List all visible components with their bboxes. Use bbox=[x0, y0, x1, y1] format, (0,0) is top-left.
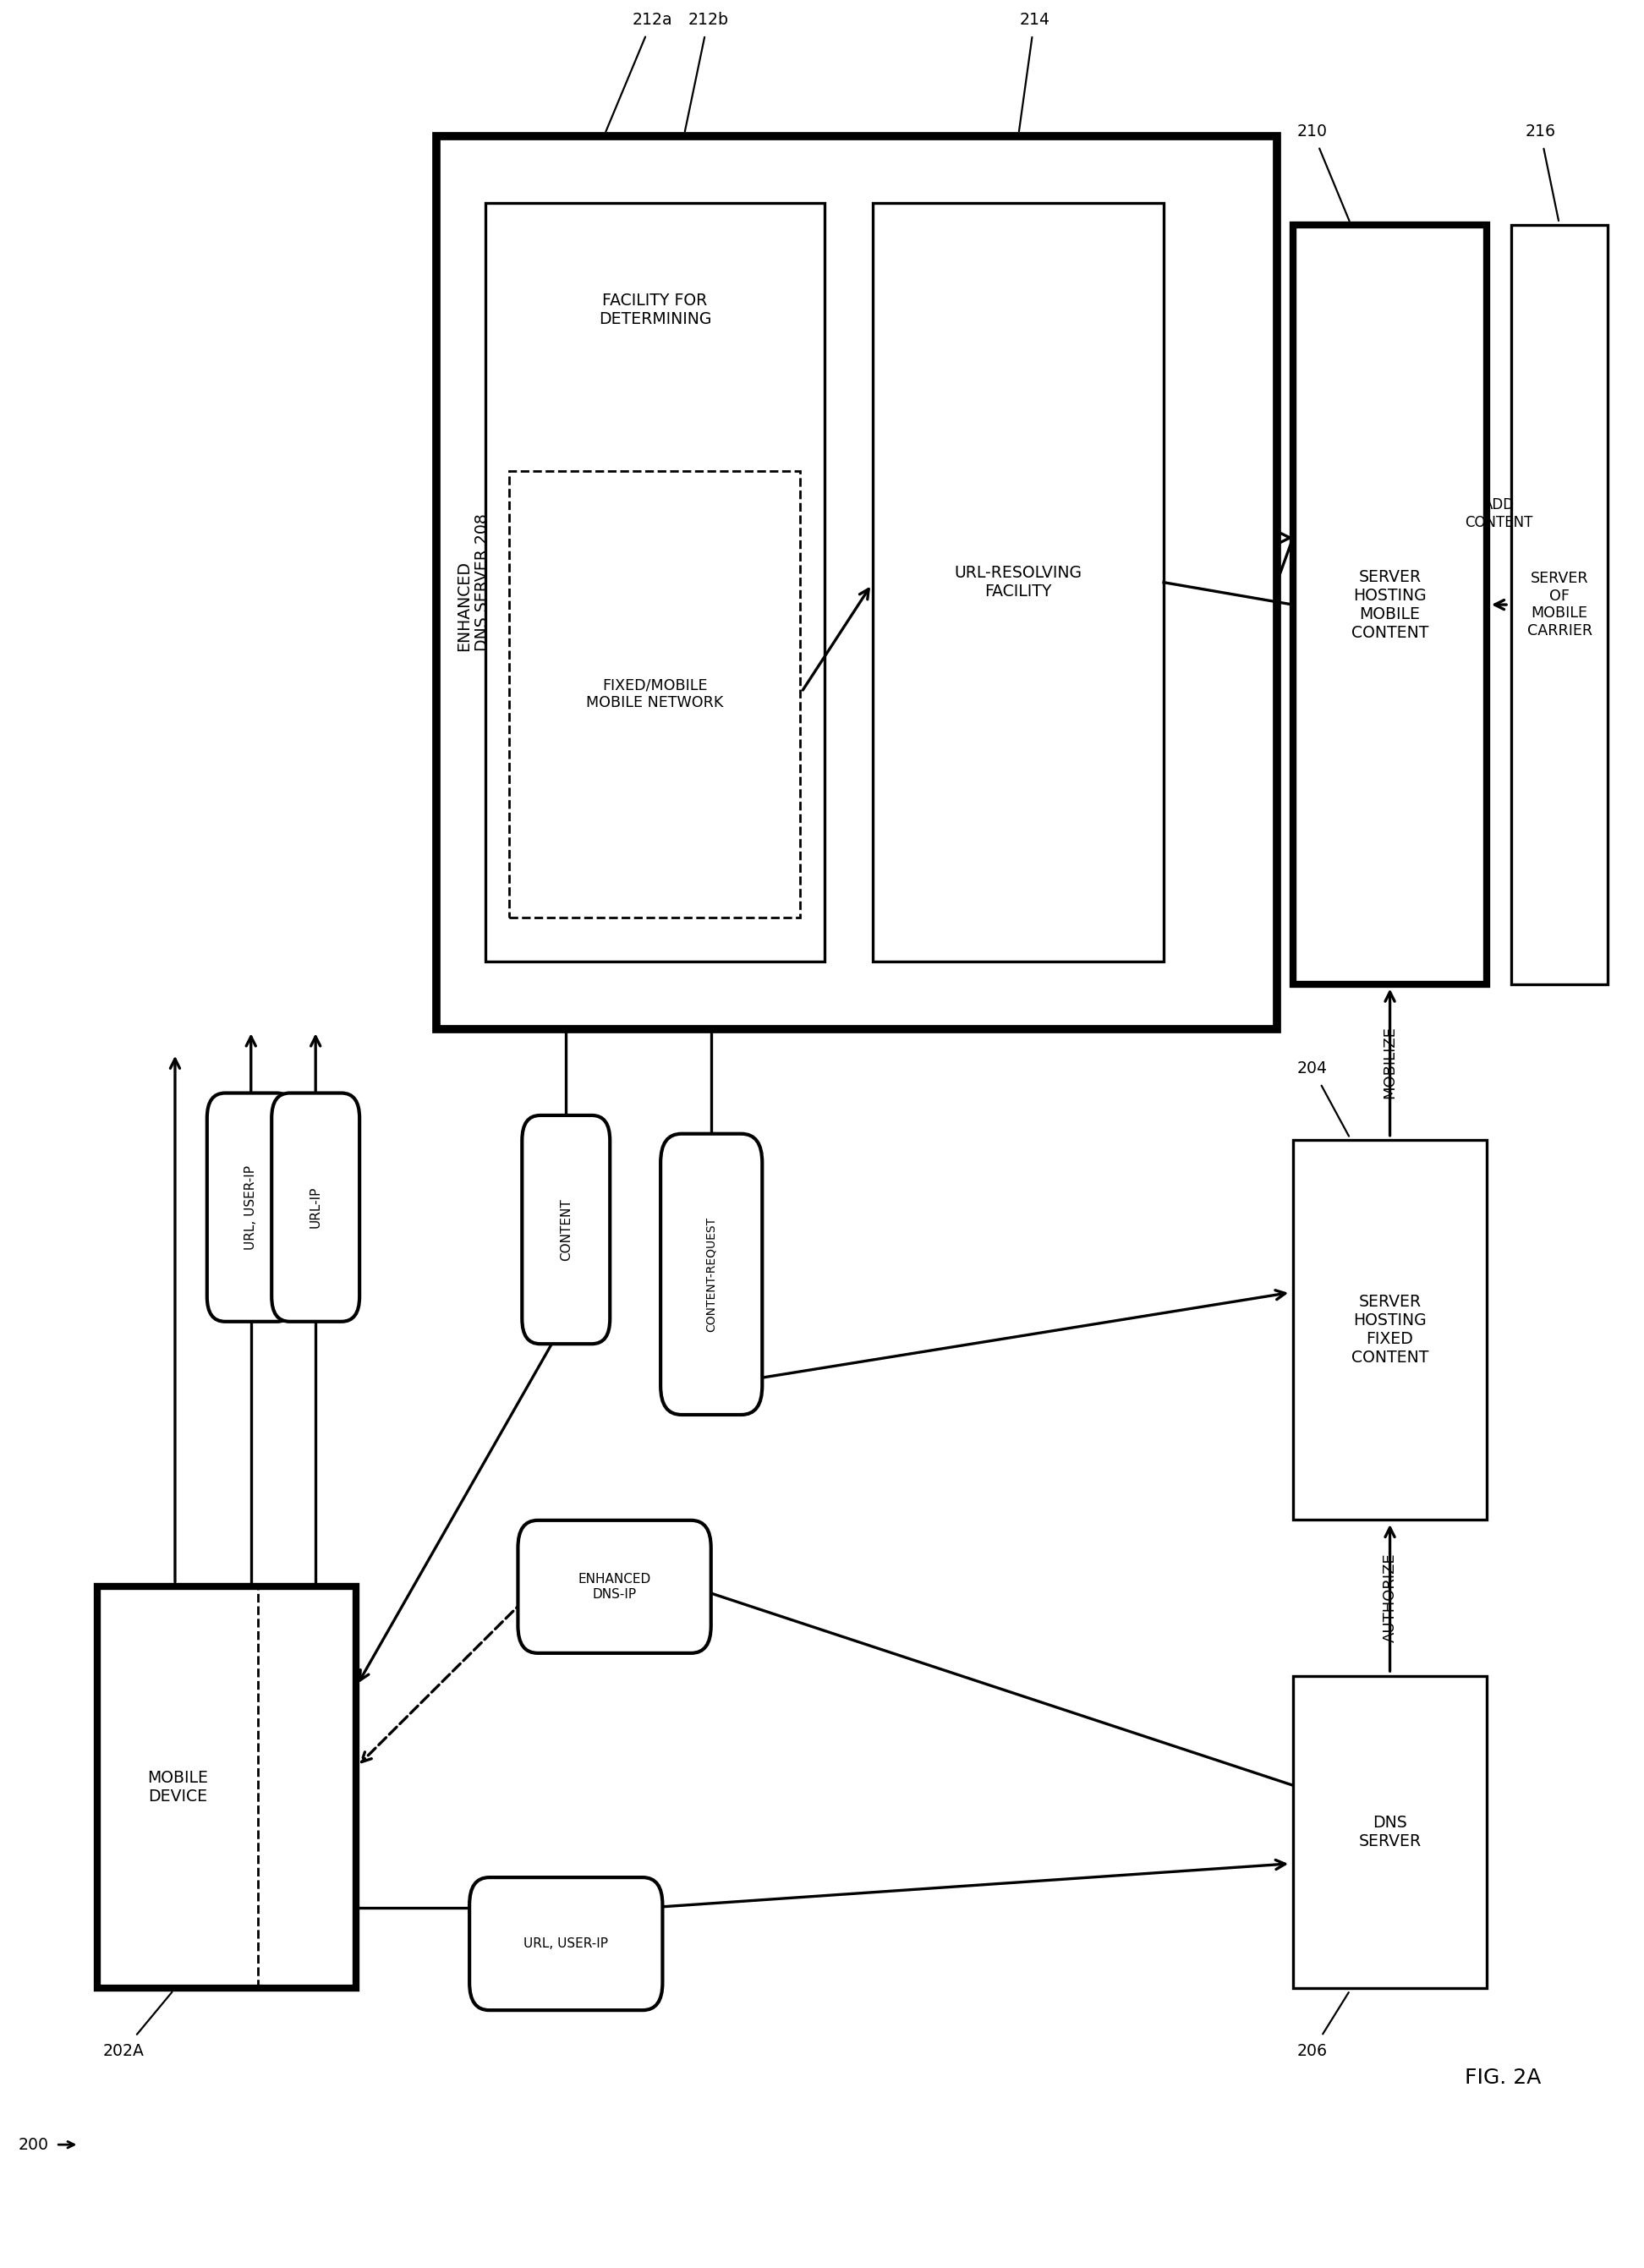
Text: FIG. 2A: FIG. 2A bbox=[1465, 2068, 1540, 2089]
Text: 206: 206 bbox=[1297, 1991, 1348, 2059]
Text: 212b: 212b bbox=[686, 11, 728, 132]
Text: 214: 214 bbox=[1019, 11, 1051, 132]
Text: DNS
SERVER: DNS SERVER bbox=[1358, 1814, 1422, 1848]
Bar bbox=[485, 202, 825, 962]
Text: 216: 216 bbox=[1526, 122, 1559, 220]
FancyBboxPatch shape bbox=[207, 1093, 294, 1322]
FancyBboxPatch shape bbox=[523, 1116, 610, 1345]
Bar bbox=[437, 136, 1277, 1030]
Text: URL, USER-IP: URL, USER-IP bbox=[245, 1166, 258, 1250]
Text: 200: 200 bbox=[18, 2136, 74, 2152]
Text: MOBILE
DEVICE: MOBILE DEVICE bbox=[148, 1771, 209, 1805]
Text: ENHANCED
DNS-IP: ENHANCED DNS-IP bbox=[579, 1574, 651, 1601]
FancyBboxPatch shape bbox=[661, 1134, 763, 1415]
Text: 204: 204 bbox=[1297, 1061, 1350, 1136]
Text: AUTHORIZE: AUTHORIZE bbox=[1383, 1554, 1397, 1642]
Text: ENHANCED
DNS SERVER 208: ENHANCED DNS SERVER 208 bbox=[455, 513, 492, 651]
Text: SERVER
HOSTING
FIXED
CONTENT: SERVER HOSTING FIXED CONTENT bbox=[1351, 1295, 1429, 1365]
Text: 202A: 202A bbox=[102, 1991, 173, 2059]
Text: URL-IP: URL-IP bbox=[309, 1186, 322, 1229]
FancyBboxPatch shape bbox=[470, 1878, 663, 2009]
Text: MOBILIZE: MOBILIZE bbox=[1383, 1025, 1397, 1098]
Text: CONTENT-REQUEST: CONTENT-REQUEST bbox=[705, 1216, 717, 1331]
Text: SERVER
HOSTING
MOBILE
CONTENT: SERVER HOSTING MOBILE CONTENT bbox=[1351, 569, 1429, 640]
Bar bbox=[97, 1588, 357, 1989]
Text: URL-RESOLVING
FACILITY: URL-RESOLVING FACILITY bbox=[955, 565, 1082, 599]
Text: FACILITY FOR
DETERMINING: FACILITY FOR DETERMINING bbox=[598, 293, 712, 327]
FancyBboxPatch shape bbox=[518, 1520, 710, 1653]
Bar bbox=[1292, 225, 1486, 984]
Text: URL, USER-IP: URL, USER-IP bbox=[524, 1937, 608, 1950]
Bar bbox=[1292, 1676, 1486, 1989]
Bar bbox=[1511, 225, 1608, 984]
Bar bbox=[873, 202, 1164, 962]
Text: SERVER
OF
MOBILE
CARRIER: SERVER OF MOBILE CARRIER bbox=[1527, 572, 1591, 640]
Text: ADD
CONTENT: ADD CONTENT bbox=[1465, 497, 1532, 531]
Text: 210: 210 bbox=[1297, 122, 1350, 220]
Text: CONTENT: CONTENT bbox=[559, 1198, 572, 1261]
Text: FIXED/MOBILE
MOBILE NETWORK: FIXED/MOBILE MOBILE NETWORK bbox=[587, 678, 723, 710]
Text: 212a: 212a bbox=[605, 11, 672, 132]
Bar bbox=[1292, 1141, 1486, 1520]
FancyBboxPatch shape bbox=[271, 1093, 360, 1322]
Bar bbox=[510, 472, 801, 916]
